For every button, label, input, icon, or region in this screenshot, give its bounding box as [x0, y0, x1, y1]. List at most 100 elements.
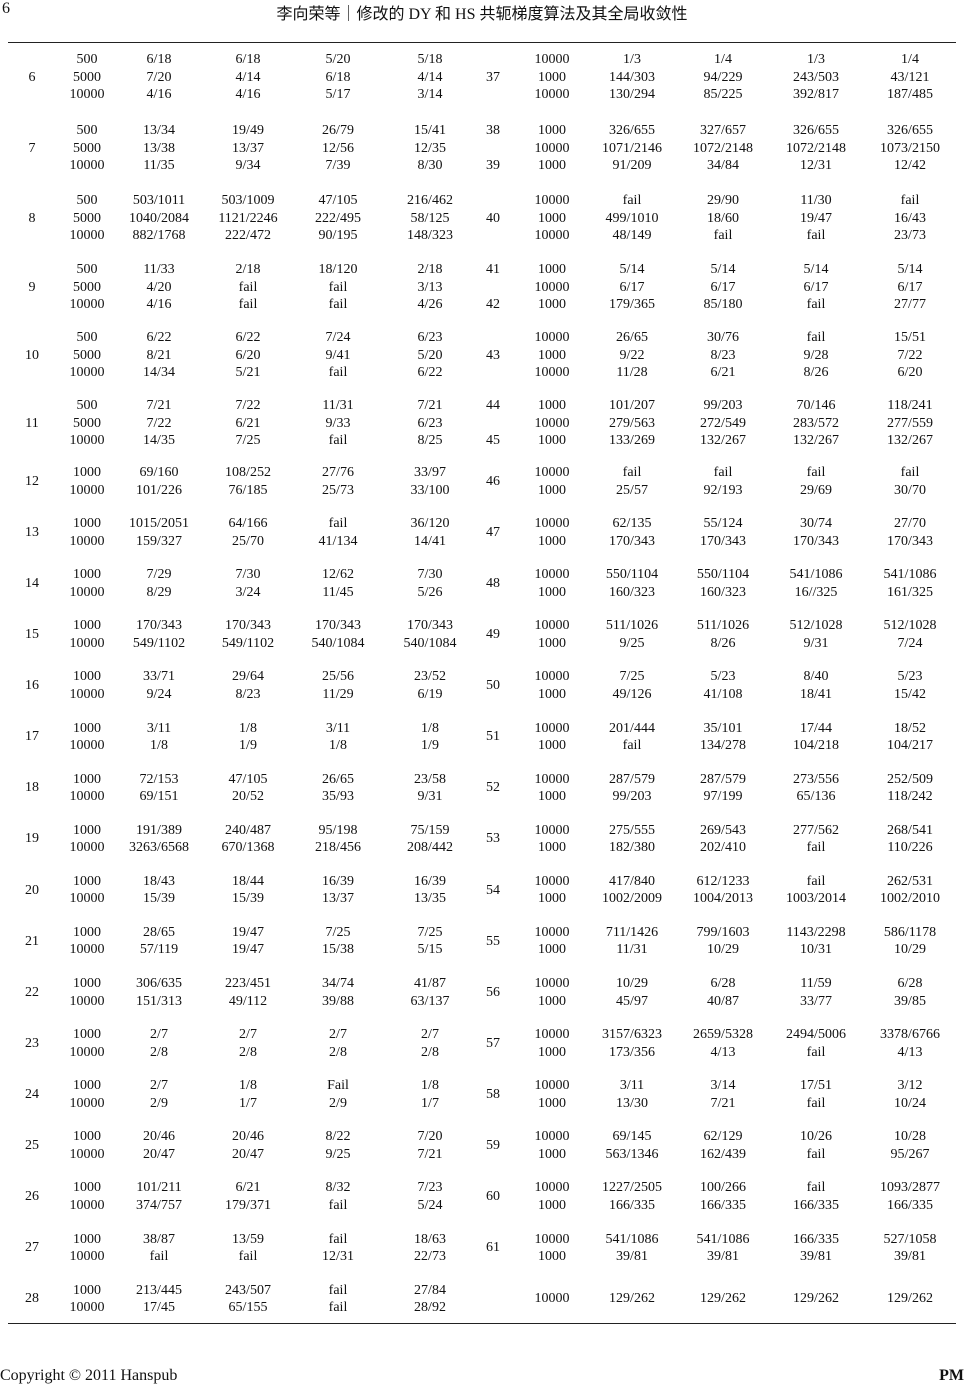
result-cell: 161/325	[887, 584, 933, 600]
dimension-cell: 10000	[69, 738, 105, 753]
result-cell: 1/8	[421, 720, 439, 736]
result-cell: 130/294	[609, 87, 655, 102]
dimension-cell: 1000	[73, 1231, 101, 1247]
result-cell: fail	[806, 1044, 826, 1060]
dimension-cell: 1000	[538, 482, 566, 498]
result-cell: 9/31	[803, 635, 829, 651]
result-cell: 218/456	[315, 840, 361, 856]
dimension-cell: 10000	[69, 533, 105, 549]
dimension-cell: 1000	[538, 1146, 566, 1162]
result-cell: 7/25	[235, 433, 261, 448]
result-cell: 41/108	[703, 686, 743, 702]
result-cell: 70/146	[796, 398, 836, 413]
result-cell: 90/195	[318, 228, 358, 243]
result-cell: 7/29	[146, 567, 172, 583]
dimension-cell: 10000	[534, 771, 570, 787]
problem-number: 11	[25, 415, 39, 431]
result-cell: 15/41	[414, 123, 446, 138]
result-cell: fail	[806, 1146, 826, 1162]
result-cell: 268/541	[887, 822, 933, 838]
dimension-cell: 10000	[69, 1249, 105, 1264]
result-cell: 512/1028	[789, 618, 843, 634]
result-cell: 503/1009	[221, 193, 275, 208]
result-cell: 511/1026	[605, 618, 659, 634]
result-cell: 327/657	[700, 123, 746, 138]
result-cell: 3/11	[325, 720, 351, 736]
result-cell: 11/31	[322, 398, 354, 413]
problem-number: 22	[25, 984, 39, 1000]
result-cell: 30/74	[800, 516, 832, 532]
result-cell: 7/22	[146, 415, 172, 431]
result-cell: 8/25	[417, 433, 443, 448]
result-cell: 13/59	[232, 1231, 264, 1247]
dimension-cell: 10000	[69, 228, 105, 243]
result-cell: 47/105	[228, 771, 268, 787]
dimension-cell: 10000	[534, 1027, 570, 1043]
dimension-cell: 1000	[538, 840, 566, 856]
result-cell: 7/25	[417, 924, 443, 940]
result-cell: 10/29	[707, 942, 739, 958]
result-cell: 18/63	[414, 1231, 446, 1247]
result-cell: 166/335	[887, 1197, 933, 1213]
result-cell: fail	[328, 516, 348, 532]
result-cell: 499/1010	[605, 210, 659, 226]
problem-number: 18	[25, 780, 39, 796]
result-cell: 11/45	[322, 584, 354, 600]
dimension-cell: 1000	[538, 262, 566, 277]
result-cell: 326/655	[793, 123, 839, 138]
result-cell: 2/8	[239, 1044, 257, 1060]
result-cell: 39/81	[894, 1249, 926, 1264]
result-cell: 2/7	[239, 1027, 257, 1043]
result-cell: 12/31	[800, 158, 832, 173]
result-cell: 6/21	[235, 1180, 261, 1196]
problem-number: 25	[25, 1138, 39, 1154]
dimension-cell: 1000	[73, 720, 101, 736]
dimension-cell: 5000	[73, 210, 101, 226]
result-cell: 541/1086	[605, 1231, 659, 1247]
result-cell: 7/24	[897, 635, 923, 651]
result-cell: fail	[328, 1197, 348, 1213]
problem-number: 53	[486, 831, 500, 847]
result-cell: 7/23	[417, 1180, 443, 1196]
result-cell: 27/70	[894, 516, 926, 532]
dimension-cell: 1000	[73, 669, 101, 685]
result-cell: 3/24	[235, 584, 261, 600]
problem-number: 52	[486, 780, 500, 796]
result-cell: 512/1028	[883, 618, 937, 634]
dimension-cell: 10000	[534, 279, 570, 295]
dimension-cell: 10000	[69, 297, 105, 312]
dimension-cell: 10000	[534, 924, 570, 940]
result-cell: 14/34	[143, 365, 175, 380]
result-cell: 11/29	[322, 686, 354, 702]
result-cell: 191/389	[136, 822, 182, 838]
dimension-cell: 1000	[73, 1129, 101, 1145]
result-cell: 3/14	[417, 87, 443, 102]
result-cell: 2/8	[329, 1044, 347, 1060]
result-cell: 55/124	[703, 516, 743, 532]
dimension-cell: 10000	[534, 873, 570, 889]
result-cell: 75/159	[410, 822, 450, 838]
result-cell: 1227/2505	[602, 1180, 662, 1196]
dimension-cell: 1000	[73, 516, 101, 532]
dimension-cell: 10000	[534, 618, 570, 634]
result-cell: 129/262	[793, 1291, 839, 1307]
result-cell: 5/21	[235, 365, 261, 380]
result-cell: 549/1102	[221, 635, 275, 651]
result-cell: fail	[713, 228, 733, 243]
dimension-cell: 1000	[538, 123, 566, 138]
result-cell: 4/13	[897, 1044, 923, 1060]
result-cell: 43/121	[890, 69, 930, 85]
result-cell: 13/34	[143, 123, 175, 138]
dimension-cell: 10000	[69, 942, 105, 958]
result-cell: 612/1233	[696, 873, 750, 889]
problem-number: 44	[486, 398, 500, 413]
dimension-cell: 10000	[69, 365, 105, 380]
result-cell: fail	[622, 193, 642, 208]
result-cell: 5/14	[710, 262, 736, 277]
problem-number: 12	[25, 473, 39, 489]
result-cell: 2/8	[421, 1044, 439, 1060]
result-cell: fail	[806, 330, 826, 345]
dimension-cell: 10000	[534, 193, 570, 208]
result-cell: 20/46	[143, 1129, 175, 1145]
result-cell: 7/30	[235, 567, 261, 583]
